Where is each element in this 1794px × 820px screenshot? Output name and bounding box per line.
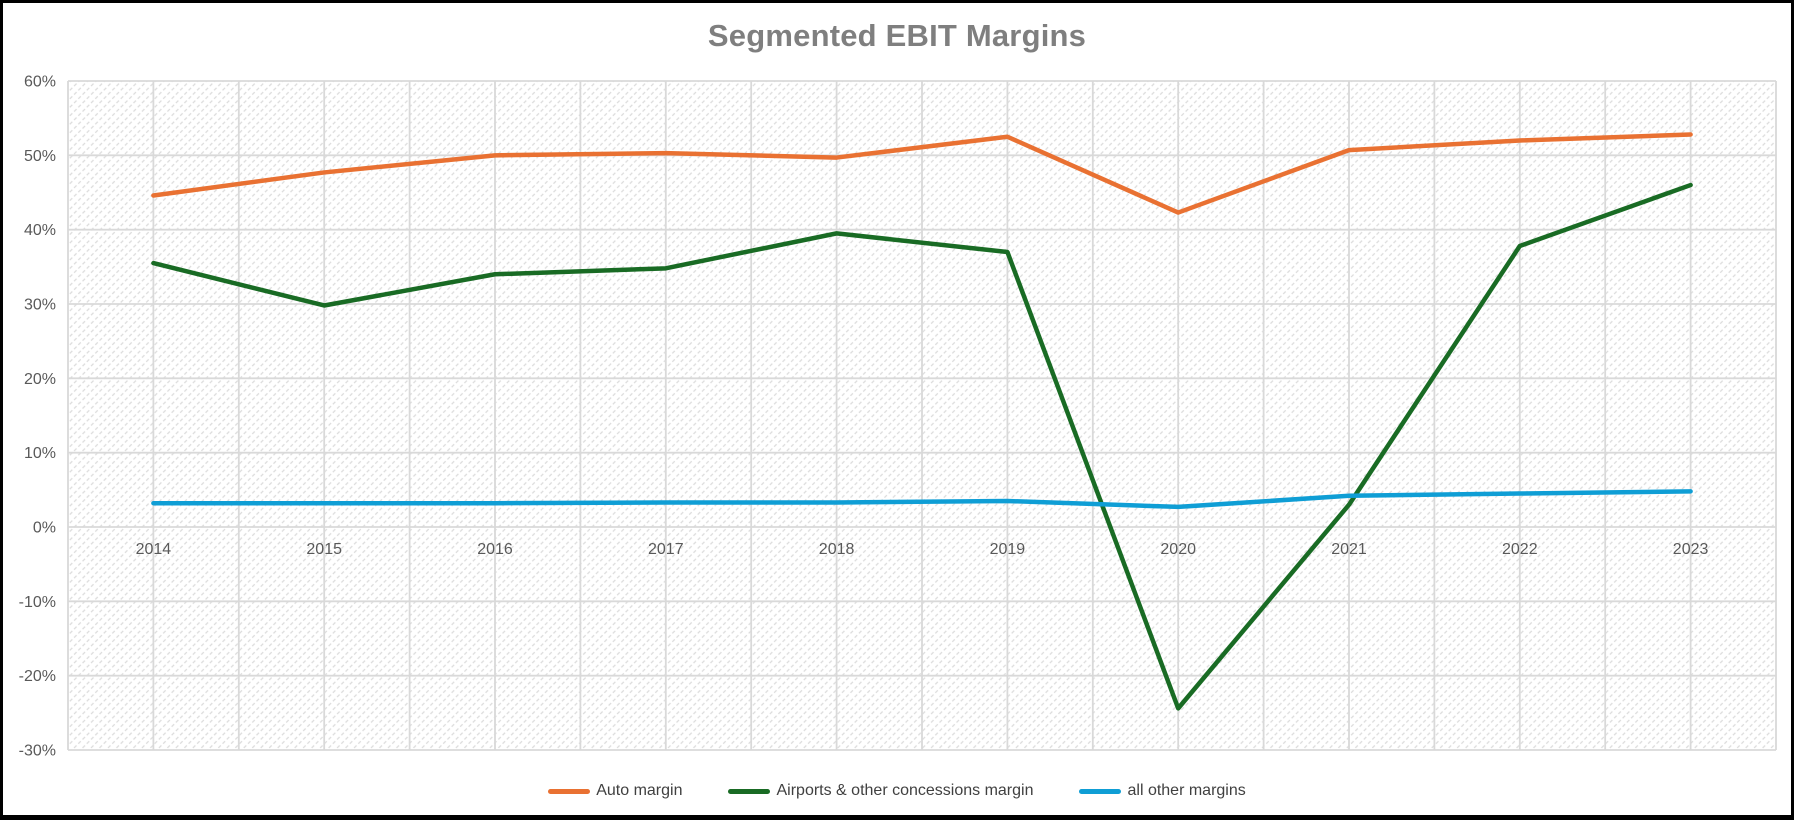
y-axis-tick-label: 10% bbox=[24, 445, 56, 462]
chart-canvas: 60% 50% 40% 30% 20% 10% 0% -10% -20% -30% 2014 2015… bbox=[19, 74, 1777, 760]
x-axis-tick-label: 2017 bbox=[648, 541, 684, 558]
legend-line-swatch-auto-margin bbox=[548, 788, 591, 794]
legend-line-swatch-airports-other-concessions-margin bbox=[728, 788, 771, 794]
legend-line-swatch-all-other-margins bbox=[1079, 788, 1122, 794]
x-axis-tick-label: 2014 bbox=[136, 541, 172, 558]
y-axis-tick-label: 20% bbox=[24, 371, 56, 388]
legend-label-all-other-margins: all other margins bbox=[1127, 782, 1246, 799]
series-line-all-other-margins bbox=[151, 489, 1693, 510]
x-axis-tick-label: 2022 bbox=[1502, 541, 1538, 558]
y-axis-tick-label: 40% bbox=[24, 222, 56, 239]
legend-label-airports-other-concessions-margin: Airports & other concessions margin bbox=[776, 782, 1034, 799]
series-line-auto-margin bbox=[151, 132, 1693, 215]
x-axis-tick-label: 2016 bbox=[477, 541, 513, 558]
y-axis-tick-label: -30% bbox=[19, 743, 56, 760]
x-axis-tick-label: 2015 bbox=[306, 541, 342, 558]
legend-item-all-other-margins: all other margins bbox=[1079, 782, 1246, 800]
x-axis-tick-label: 2023 bbox=[1673, 541, 1709, 558]
x-axis-tick-label: 2019 bbox=[990, 541, 1026, 558]
y-axis-tick-label: 50% bbox=[24, 148, 56, 165]
x-axis-tick-label: 2021 bbox=[1331, 541, 1367, 558]
series-line-airports-other-concessions-margin bbox=[151, 182, 1693, 711]
y-axis-tick-label: -10% bbox=[19, 594, 56, 611]
x-axis-tick-label: 2020 bbox=[1160, 541, 1196, 558]
chart-title: Segmented EBIT Margins bbox=[707, 18, 1087, 53]
x-axis-tick-label: 2018 bbox=[819, 541, 855, 558]
legend-item-airports-other-concessions-margin: Airports & other concessions margin bbox=[728, 782, 1033, 800]
y-axis-tick-label: 0% bbox=[33, 520, 56, 537]
y-axis-tick-label: -20% bbox=[19, 668, 56, 685]
legend-label-auto-margin: Auto margin bbox=[596, 782, 683, 799]
y-axis-tick-label: 60% bbox=[24, 74, 56, 91]
chart-legend: Auto margin Airports & other concessions … bbox=[3, 782, 1791, 800]
y-axis-tick-label: 30% bbox=[24, 297, 56, 314]
legend-item-auto-margin: Auto margin bbox=[548, 782, 682, 800]
